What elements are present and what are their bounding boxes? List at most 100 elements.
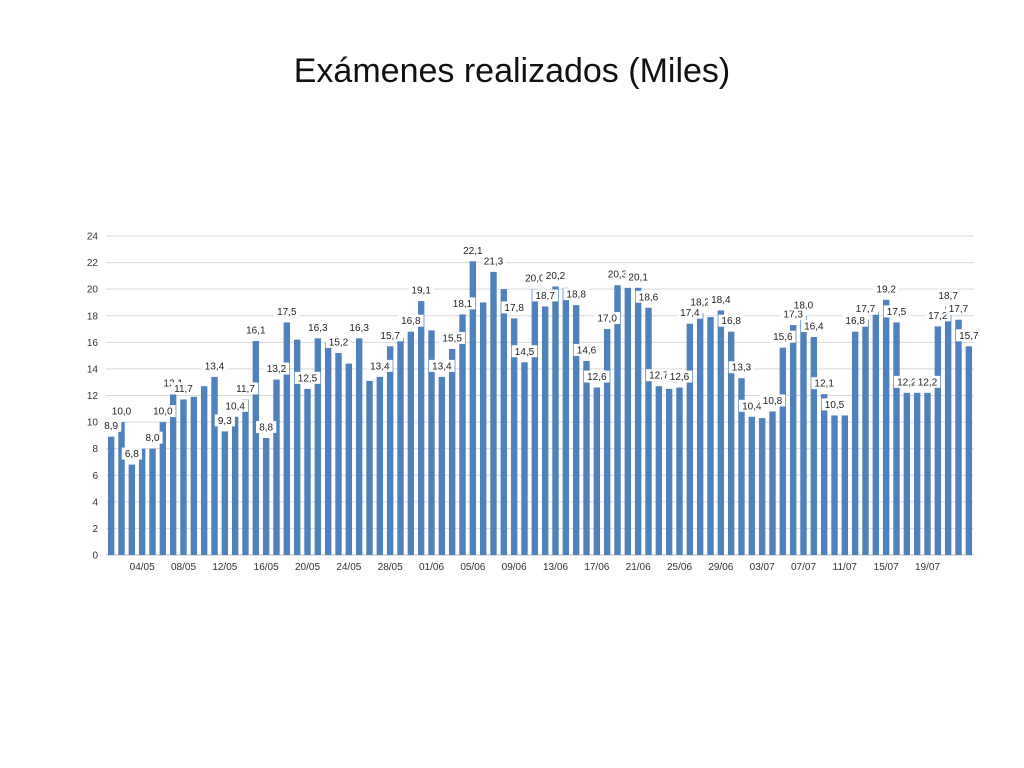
data-label-text: 13,2 — [267, 364, 287, 375]
bar — [965, 346, 973, 555]
x-tick-label: 12/05 — [212, 562, 237, 573]
bar — [696, 313, 704, 555]
data-label: 17,2 — [925, 309, 951, 322]
data-label: 18,7 — [532, 289, 558, 302]
bar — [180, 399, 187, 555]
bar — [397, 338, 404, 555]
data-label-text: 18,7 — [535, 291, 555, 302]
data-label-bg — [214, 414, 235, 427]
y-tick-label: 10 — [87, 418, 99, 429]
bar — [293, 339, 301, 555]
data-label-bg — [956, 329, 982, 342]
bar — [779, 347, 787, 555]
data-label-bg — [377, 329, 403, 342]
x-tick-label: 07/07 — [791, 562, 816, 573]
y-tick-label: 22 — [87, 258, 99, 269]
data-label: 13,3 — [728, 361, 755, 374]
bar — [903, 392, 911, 555]
data-label-text: 12,6 — [670, 372, 690, 383]
bar — [748, 416, 756, 555]
y-tick-label: 18 — [87, 311, 99, 322]
x-tick-label: 05/06 — [460, 562, 485, 573]
data-label-bg — [821, 398, 848, 411]
data-label-text: 17,5 — [887, 307, 907, 318]
data-label: 10,0 — [108, 405, 135, 418]
data-label-bg — [935, 289, 961, 302]
data-label-bg — [501, 301, 527, 314]
bar — [800, 315, 807, 555]
data-label-bg — [708, 293, 734, 306]
bar — [128, 464, 136, 555]
bar — [438, 376, 446, 555]
data-label-bg — [842, 314, 868, 327]
data-label-text: 17,2 — [928, 311, 948, 322]
x-tick-label: 17/06 — [584, 562, 609, 573]
bar — [500, 289, 508, 555]
bar — [841, 415, 849, 555]
data-label-bg — [256, 421, 277, 434]
x-tick-label: 08/05 — [171, 562, 196, 573]
bar — [407, 331, 415, 555]
data-label: 17,4 — [677, 306, 703, 319]
data-label: 8,8 — [256, 421, 277, 434]
data-label-bg — [274, 305, 300, 318]
bar — [469, 261, 477, 555]
data-label-bg — [718, 314, 744, 327]
bar — [283, 322, 291, 555]
data-label-text: 16,8 — [845, 316, 865, 327]
data-label-text: 20,2 — [546, 271, 566, 282]
data-label-bg — [759, 394, 786, 407]
data-label: 12,7 — [646, 369, 672, 382]
x-tick-label: 01/06 — [419, 562, 444, 573]
data-label-bg — [563, 288, 589, 301]
x-tick-label: 13/06 — [543, 562, 568, 573]
data-label-bg — [604, 268, 631, 281]
data-label-text: 15,7 — [959, 331, 979, 342]
bar — [366, 380, 373, 555]
data-label: 8,9 — [101, 419, 122, 432]
data-label: 11,7 — [170, 382, 197, 395]
data-label: 12,6 — [584, 370, 610, 383]
data-label: 15,6 — [770, 330, 796, 343]
data-label: 16,3 — [346, 321, 372, 334]
data-label-bg — [811, 377, 837, 390]
bar — [851, 331, 859, 555]
data-label-bg — [367, 359, 393, 372]
data-labels: 8,9 10,0 6,8 8,0 10,0 12,1 11,7 13,4 9,3 10,4 11,7… — [101, 244, 982, 460]
data-label-bg — [294, 371, 321, 384]
bar — [490, 271, 497, 555]
bar — [324, 342, 332, 555]
bar — [955, 319, 962, 555]
data-label-bg — [429, 359, 455, 372]
x-tick-label: 19/07 — [915, 562, 940, 573]
bar — [769, 411, 776, 555]
data-label: 16,8 — [398, 314, 424, 327]
bar — [758, 418, 766, 555]
data-label-text: 17,5 — [277, 307, 297, 318]
data-label-text: 9,3 — [218, 416, 232, 427]
data-label-text: 12,5 — [298, 373, 318, 384]
data-label: 13,4 — [201, 359, 228, 372]
x-axis: 04/05 08/05 12/05 16/05 20/05 24/05 28/05 01/06… — [130, 562, 941, 573]
bar — [304, 388, 311, 555]
data-label: 12,1 — [811, 377, 837, 390]
bar — [541, 306, 549, 555]
data-label-bg — [232, 382, 259, 395]
bar — [810, 337, 818, 555]
data-label-bg — [121, 447, 142, 460]
data-label: 20,3 — [604, 268, 631, 281]
y-tick-label: 12 — [87, 391, 99, 402]
data-label-bg — [150, 405, 176, 418]
data-label: 9,3 — [214, 414, 235, 427]
bar — [262, 438, 270, 555]
data-label-text: 14,6 — [577, 345, 597, 356]
bar — [510, 318, 518, 555]
data-label-text: 12,2 — [897, 377, 917, 388]
data-label-bg — [408, 284, 434, 297]
y-tick-label: 16 — [87, 338, 99, 349]
bar — [583, 360, 590, 555]
data-label-text: 16,4 — [804, 322, 824, 333]
data-label-bg — [449, 297, 476, 310]
data-label: 17,5 — [274, 305, 300, 318]
bar — [386, 346, 394, 555]
